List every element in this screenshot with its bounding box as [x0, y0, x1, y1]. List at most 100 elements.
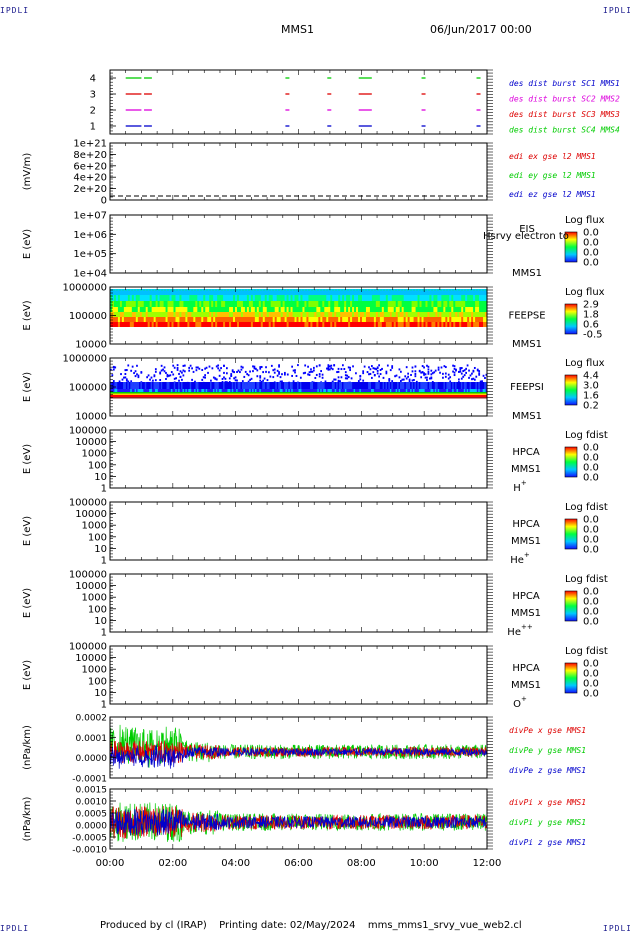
spectrogram-cell [137, 317, 141, 322]
spectrogram-cell [264, 312, 268, 317]
spectrogram-cell [376, 369, 379, 372]
spectrogram-cell [197, 289, 200, 295]
spectrogram-cell [330, 289, 333, 295]
y-tick-label: 10000 [75, 412, 107, 423]
spectrogram-cell [112, 382, 115, 389]
spectrogram-cell [452, 370, 454, 373]
spectrogram-cell [334, 307, 337, 312]
spectrogram-cell [221, 312, 224, 317]
spectrogram-cell [391, 366, 394, 369]
spectrogram-cell [114, 382, 117, 389]
spectrogram-cell [259, 376, 262, 379]
spectrogram-cell [334, 322, 337, 327]
legend-series-label: des dist burst SC3 MMS3 [509, 110, 620, 119]
spectrogram-cell [423, 312, 426, 317]
page-title: MMS1 [281, 23, 314, 36]
spectrogram-cell [118, 382, 121, 389]
spectrogram-cell [365, 289, 369, 295]
spectrogram-cell [372, 367, 375, 370]
spectrogram-cell [479, 301, 482, 307]
spectrogram-cell [224, 389, 227, 392]
spectrogram-cell [270, 295, 274, 301]
spectrogram-cell [159, 289, 162, 295]
spectrogram-cell [437, 317, 440, 322]
spectrogram-cell [456, 382, 459, 389]
spectrogram-cell [219, 295, 222, 301]
spectrogram-cell [389, 389, 392, 392]
spectrogram-cell [411, 366, 414, 369]
spectrogram-cell [482, 382, 485, 389]
spectrogram-cell [263, 389, 266, 392]
spectrogram-cell [262, 295, 266, 301]
spectrogram-cell [208, 382, 211, 389]
spectrogram-cell [252, 295, 256, 301]
spectrogram-cell [233, 317, 236, 322]
spectrogram-cell [169, 289, 172, 295]
spectrogram-cell [444, 366, 447, 369]
spectrogram-cell [361, 312, 365, 317]
spectrogram-cell [238, 289, 242, 295]
spectrogram-cell [407, 382, 410, 389]
spectrogram-cell [146, 382, 149, 389]
spectrogram-feepse [110, 289, 488, 327]
spectrogram-cell [435, 289, 438, 295]
spectrogram-cell [373, 389, 376, 392]
spectrogram-cell [462, 375, 465, 378]
spectrogram-cell [298, 382, 301, 389]
spectrogram-cell [394, 382, 397, 389]
spectrogram-cell [401, 382, 404, 389]
y-tick-label: 1e+04 [73, 269, 107, 280]
spectrogram-cell [288, 322, 291, 327]
spectrogram-cell [321, 382, 324, 389]
spectrogram-cell [189, 301, 192, 307]
spectrogram-cell [295, 382, 298, 389]
spectrogram-cell [482, 374, 485, 377]
colorbar-tick-label: 0.0 [583, 689, 599, 700]
spectrogram-cell [167, 312, 170, 317]
spectrogram-cell [270, 389, 273, 392]
spectrogram-cell [225, 295, 228, 301]
spectrogram-cell [316, 289, 319, 295]
spectrogram-cell [176, 368, 179, 371]
spectrogram-cell [308, 389, 311, 392]
spectrogram-cell [286, 389, 289, 392]
spectrogram-cell [386, 364, 389, 367]
spectrogram-cell [240, 322, 244, 327]
spectrogram-cell [133, 317, 137, 322]
spectrogram-cell [199, 289, 202, 295]
spectrogram-cell [195, 366, 198, 369]
spectrogram-cell [211, 295, 214, 301]
legend-series-label: divPe x gse MMS1 [509, 726, 586, 735]
spectrogram-cell [431, 317, 434, 322]
spectrogram-cell [447, 377, 450, 380]
spectrogram-cell [447, 295, 450, 301]
spectrogram-cell [149, 307, 153, 312]
spectrogram-cell [347, 382, 350, 389]
spectrogram-cell [407, 317, 411, 322]
spectrogram-cell [270, 307, 274, 312]
spacecraft-label: MMS1 [511, 536, 541, 547]
spectrogram-cell [246, 289, 250, 295]
spectrogram-cell [387, 317, 391, 322]
spectrogram-cell [369, 312, 373, 317]
spectrogram-cell [256, 317, 260, 322]
spectrogram-cell [298, 389, 301, 392]
spectrogram-cell [467, 295, 470, 301]
spectrogram-cell [141, 382, 144, 389]
spectrogram-cell [112, 368, 115, 371]
spectrogram-cell [307, 373, 309, 376]
spectrogram-cell [429, 312, 432, 317]
spectrogram-cell [467, 301, 470, 307]
spectrogram-cell [415, 289, 418, 295]
spectrogram-cell [282, 317, 286, 322]
spectrogram-cell [462, 382, 465, 389]
spectrogram-cell [407, 389, 410, 392]
spectrogram-cell [294, 295, 297, 301]
spectrogram-cell [235, 289, 238, 295]
spectrogram-cell [455, 368, 457, 371]
spectrogram-cell [286, 312, 289, 317]
spectrogram-cell [223, 312, 226, 317]
spectrogram-cell [165, 312, 168, 317]
spectrogram-cell [256, 369, 259, 372]
spectrogram-cell [481, 317, 484, 322]
